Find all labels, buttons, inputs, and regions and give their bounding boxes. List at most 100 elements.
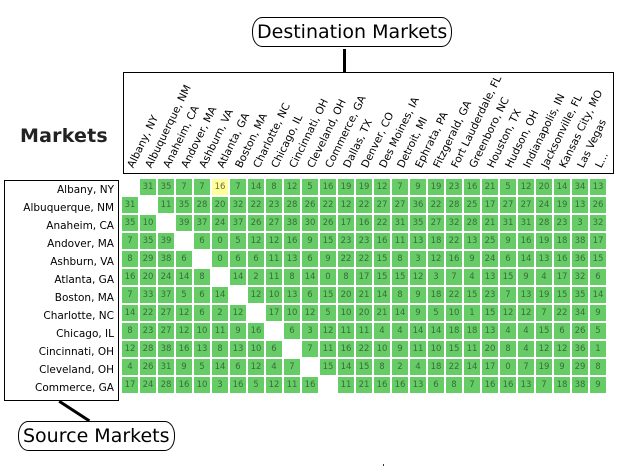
- heatmap-cell[interactable]: 17: [482, 197, 498, 213]
- heatmap-cell[interactable]: 7: [230, 179, 246, 195]
- heatmap-cell[interactable]: 3: [212, 377, 228, 393]
- heatmap-cell[interactable]: 9: [518, 269, 534, 285]
- heatmap-cell[interactable]: 14: [590, 287, 606, 303]
- heatmap-cell[interactable]: 18: [428, 359, 444, 375]
- heatmap-cell[interactable]: 20: [356, 305, 372, 321]
- heatmap-cell[interactable]: 4: [464, 269, 480, 285]
- heatmap-cell[interactable]: 20: [140, 269, 156, 285]
- heatmap-cell[interactable]: 9: [176, 359, 192, 375]
- heatmap-cell[interactable]: 28: [446, 197, 462, 213]
- heatmap-cell[interactable]: 7: [122, 233, 138, 249]
- heatmap-cell[interactable]: 31: [518, 215, 534, 231]
- heatmap-cell[interactable]: 9: [500, 233, 516, 249]
- heatmap-cell[interactable]: 14: [230, 269, 246, 285]
- heatmap-cell[interactable]: 5: [500, 179, 516, 195]
- heatmap-cell[interactable]: 32: [572, 269, 588, 285]
- heatmap-cell[interactable]: 5: [428, 305, 444, 321]
- heatmap-cell[interactable]: 14: [338, 359, 354, 375]
- heatmap-cell[interactable]: 21: [482, 179, 498, 195]
- heatmap-cell[interactable]: 9: [464, 251, 480, 267]
- heatmap-cell[interactable]: 22: [338, 251, 354, 267]
- heatmap-cell[interactable]: 22: [428, 197, 444, 213]
- heatmap-cell[interactable]: 7: [464, 377, 480, 393]
- heatmap-cell[interactable]: 26: [248, 215, 264, 231]
- heatmap-cell[interactable]: 5: [590, 323, 606, 339]
- heatmap-cell[interactable]: 27: [500, 197, 516, 213]
- heatmap-cell[interactable]: 35: [572, 287, 588, 303]
- heatmap-cell[interactable]: 13: [410, 233, 426, 249]
- heatmap-cell[interactable]: 33: [140, 287, 156, 303]
- heatmap-cell[interactable]: 38: [158, 251, 174, 267]
- heatmap-cell[interactable]: 24: [140, 377, 156, 393]
- heatmap-cell[interactable]: 7: [122, 287, 138, 303]
- heatmap-cell[interactable]: 7: [536, 305, 552, 321]
- heatmap-cell[interactable]: 6: [194, 233, 210, 249]
- heatmap-cell[interactable]: 37: [194, 215, 210, 231]
- heatmap-cell[interactable]: 12: [284, 179, 300, 195]
- heatmap-cell[interactable]: 32: [446, 215, 462, 231]
- heatmap-cell[interactable]: 16: [176, 341, 192, 357]
- heatmap-cell[interactable]: 13: [194, 341, 210, 357]
- heatmap-cell[interactable]: 18: [464, 323, 480, 339]
- heatmap-cell[interactable]: 16: [500, 377, 516, 393]
- heatmap-cell[interactable]: 0: [212, 251, 228, 267]
- heatmap-cell[interactable]: 12: [410, 269, 426, 285]
- heatmap-cell[interactable]: 11: [464, 341, 480, 357]
- heatmap-cell[interactable]: 38: [158, 341, 174, 357]
- heatmap-cell[interactable]: 12: [266, 233, 282, 249]
- heatmap-cell[interactable]: 31: [140, 179, 156, 195]
- heatmap-cell[interactable]: 29: [572, 359, 588, 375]
- heatmap-cell[interactable]: 25: [482, 233, 498, 249]
- heatmap-cell[interactable]: 10: [284, 305, 300, 321]
- heatmap-cell[interactable]: 11: [158, 197, 174, 213]
- heatmap-cell[interactable]: 39: [176, 215, 192, 231]
- heatmap-cell[interactable]: 16: [338, 341, 354, 357]
- heatmap-cell[interactable]: 11: [410, 341, 426, 357]
- heatmap-cell[interactable]: 11: [266, 251, 282, 267]
- heatmap-cell[interactable]: 16: [176, 377, 192, 393]
- heatmap-cell[interactable]: 20: [338, 287, 354, 303]
- heatmap-cell[interactable]: 4: [500, 323, 516, 339]
- heatmap-cell[interactable]: 6: [266, 341, 282, 357]
- heatmap-cell[interactable]: 13: [572, 197, 588, 213]
- heatmap-cell[interactable]: 19: [536, 233, 552, 249]
- heatmap-cell[interactable]: 5: [194, 359, 210, 375]
- heatmap-cell[interactable]: 12: [428, 251, 444, 267]
- heatmap-cell[interactable]: 9: [554, 359, 570, 375]
- heatmap-cell[interactable]: 26: [140, 359, 156, 375]
- heatmap-cell[interactable]: 21: [374, 305, 390, 321]
- heatmap-cell[interactable]: 8: [392, 251, 408, 267]
- heatmap-cell[interactable]: 7: [392, 179, 408, 195]
- heatmap-cell[interactable]: 11: [266, 269, 282, 285]
- heatmap-cell[interactable]: 13: [464, 233, 480, 249]
- heatmap-cell[interactable]: 18: [554, 233, 570, 249]
- heatmap-cell[interactable]: 1: [590, 341, 606, 357]
- heatmap-cell[interactable]: 16: [554, 251, 570, 267]
- heatmap-cell[interactable]: 16: [392, 377, 408, 393]
- heatmap-cell[interactable]: 7: [536, 377, 552, 393]
- heatmap-cell[interactable]: 15: [536, 323, 552, 339]
- heatmap-cell[interactable]: 14: [212, 287, 228, 303]
- heatmap-cell[interactable]: 38: [572, 233, 588, 249]
- heatmap-cell[interactable]: 18: [446, 323, 462, 339]
- heatmap-cell[interactable]: 23: [482, 287, 498, 303]
- heatmap-cell[interactable]: 17: [590, 233, 606, 249]
- heatmap-cell[interactable]: 14: [248, 179, 264, 195]
- heatmap-cell[interactable]: 21: [356, 377, 372, 393]
- heatmap-cell[interactable]: 12: [248, 359, 264, 375]
- heatmap-cell[interactable]: 37: [158, 287, 174, 303]
- heatmap-cell[interactable]: 10: [446, 305, 462, 321]
- heatmap-cell[interactable]: 9: [410, 305, 426, 321]
- heatmap-cell[interactable]: 23: [140, 323, 156, 339]
- heatmap-cell[interactable]: 27: [158, 323, 174, 339]
- heatmap-cell[interactable]: 7: [284, 359, 300, 375]
- heatmap-cell[interactable]: 8: [284, 269, 300, 285]
- heatmap-cell[interactable]: 22: [446, 287, 462, 303]
- heatmap-cell[interactable]: 27: [428, 215, 444, 231]
- heatmap-cell[interactable]: 5: [176, 287, 192, 303]
- heatmap-cell[interactable]: 6: [176, 251, 192, 267]
- heatmap-cell[interactable]: 9: [392, 341, 408, 357]
- heatmap-cell[interactable]: 28: [194, 197, 210, 213]
- heatmap-cell[interactable]: 16: [302, 377, 318, 393]
- heatmap-cell[interactable]: 0: [212, 233, 228, 249]
